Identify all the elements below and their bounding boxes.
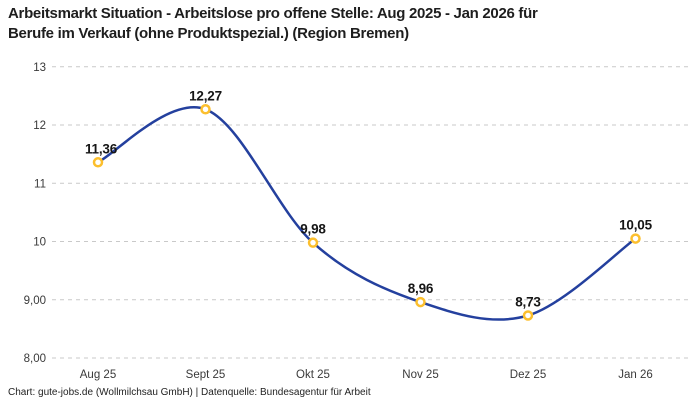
y-tick-label: 9,00 bbox=[24, 295, 46, 307]
data-point-marker bbox=[307, 237, 319, 248]
chart-title: Arbeitsmarkt Situation - Arbeitslose pro… bbox=[8, 4, 696, 44]
y-tick-label: 10 bbox=[33, 237, 46, 249]
y-tick-label: 11 bbox=[34, 178, 46, 190]
data-point-marker bbox=[415, 296, 426, 308]
x-tick-label: Sept 25 bbox=[186, 369, 226, 381]
data-point-label: 8,96 bbox=[408, 281, 434, 296]
chart-title-line-2: Berufe im Verkauf (ohne Produktspezial.)… bbox=[8, 25, 409, 42]
data-point-label: 9,98 bbox=[300, 222, 326, 237]
data-point-marker bbox=[522, 310, 534, 321]
x-tick-label: Okt 25 bbox=[296, 369, 330, 381]
y-tick-label: 8,00 bbox=[24, 353, 46, 365]
y-tick-label: 13 bbox=[33, 62, 46, 74]
x-tick-label: Nov 25 bbox=[402, 369, 438, 381]
data-point-marker bbox=[630, 233, 641, 244]
series-line bbox=[96, 106, 637, 321]
chart-title-line-1: Arbeitsmarkt Situation - Arbeitslose pro… bbox=[8, 5, 538, 22]
data-point-label: 11,36 bbox=[85, 141, 118, 156]
y-tick-label: 12 bbox=[33, 120, 46, 132]
data-point-label: 10,05 bbox=[619, 218, 652, 233]
data-point-marker bbox=[92, 157, 104, 168]
x-tick-label: Aug 25 bbox=[80, 369, 116, 381]
data-point-marker bbox=[200, 104, 211, 115]
data-point-label: 8,73 bbox=[515, 294, 541, 309]
x-tick-label: Jan 26 bbox=[618, 369, 653, 381]
data-point-label: 12,27 bbox=[189, 88, 222, 103]
x-tick-label: Dez 25 bbox=[510, 369, 546, 381]
chart-source-note: Chart: gute-jobs.de (Wollmilchsau GmbH) … bbox=[8, 387, 371, 398]
